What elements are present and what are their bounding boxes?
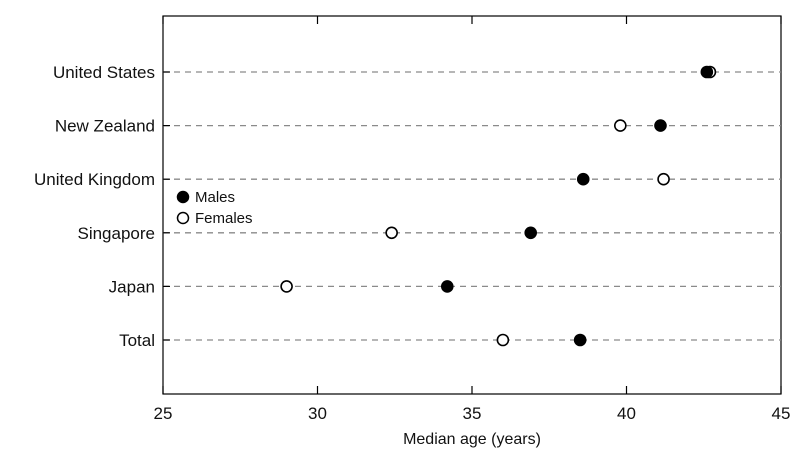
- x-tick-label: 25: [154, 404, 173, 423]
- legend-males-label: Males: [195, 189, 235, 206]
- category-label: Total: [119, 331, 155, 350]
- category-label: United States: [53, 63, 155, 82]
- category-labels: United States New Zealand United Kingdom Si…: [34, 63, 155, 350]
- females-point: [496, 333, 510, 347]
- grid-lines: [163, 71, 781, 341]
- females-point: [280, 280, 293, 293]
- females-point: [657, 172, 670, 186]
- category-label: Japan: [109, 277, 155, 296]
- category-label: Singapore: [77, 224, 155, 243]
- x-tick-label: 35: [463, 404, 482, 423]
- legend: Males Females: [176, 189, 253, 227]
- category-label: United Kingdom: [34, 170, 155, 189]
- x-tick-label: 30: [308, 404, 327, 423]
- females-point: [614, 119, 627, 132]
- x-tick-label: 45: [772, 404, 791, 423]
- males-point: [573, 333, 587, 347]
- x-axis-title: Median age (years): [403, 431, 541, 448]
- legend-females-label: Females: [195, 210, 253, 227]
- males-point: [524, 226, 538, 240]
- x-tick-label: 40: [617, 404, 636, 423]
- legend-males-marker: [176, 190, 190, 204]
- males-point: [440, 280, 454, 293]
- females-point: [385, 226, 398, 240]
- plot-frame: [162, 15, 782, 395]
- axis-ticks: [162, 16, 782, 394]
- males-point: [700, 65, 714, 79]
- data-points: [280, 65, 717, 347]
- males-point: [576, 172, 590, 186]
- x-tick-labels: 25 30 35 40 45: [154, 404, 791, 423]
- category-label: New Zealand: [55, 117, 155, 136]
- males-point: [654, 119, 667, 132]
- legend-females-marker: [176, 211, 190, 225]
